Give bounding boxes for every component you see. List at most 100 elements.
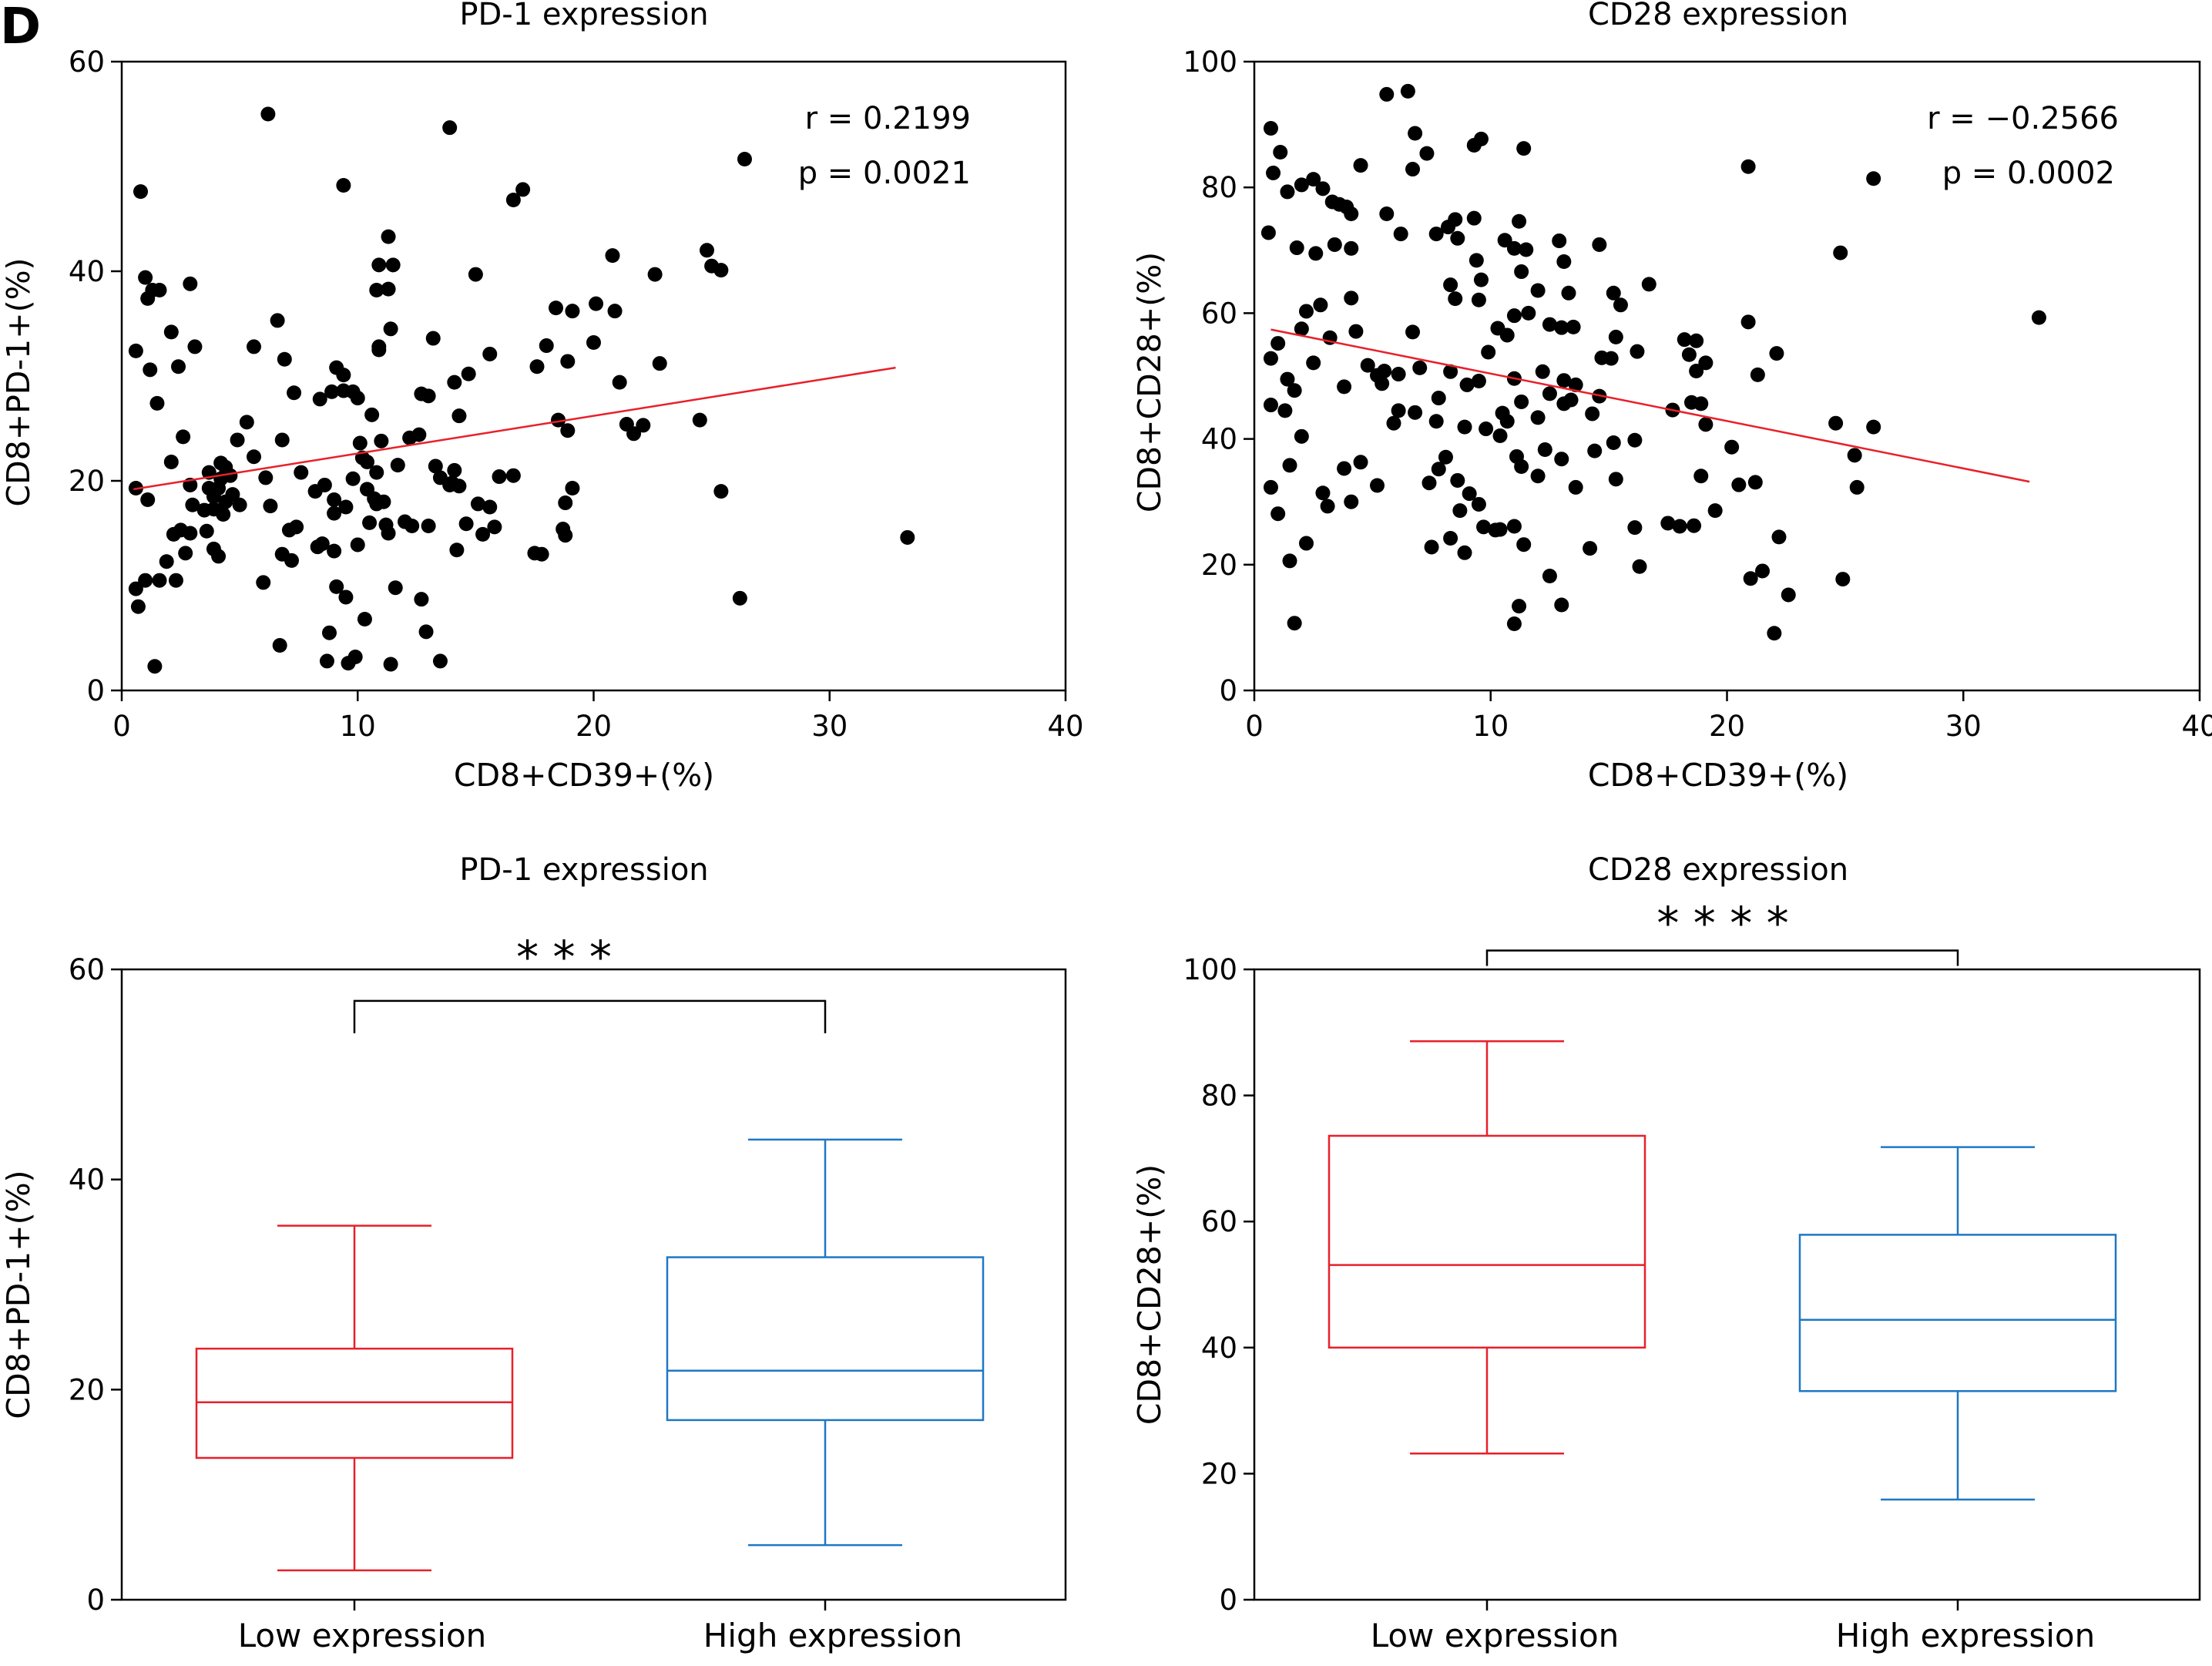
data-point: [258, 470, 274, 485]
y-tick-label: 80: [1201, 1080, 1237, 1113]
data-point: [1608, 329, 1623, 344]
y-tick-label: 60: [69, 45, 105, 79]
data-point: [1348, 324, 1364, 339]
data-point: [425, 331, 441, 346]
data-point: [128, 343, 143, 358]
data-point: [442, 477, 458, 492]
data-point: [327, 506, 342, 521]
data-point: [1743, 571, 1758, 586]
data-point: [1391, 367, 1406, 382]
data-point: [1641, 277, 1656, 292]
data-point: [1441, 220, 1456, 235]
data-point: [1568, 377, 1583, 392]
data-point: [350, 391, 365, 406]
data-point: [183, 526, 198, 541]
y-tick-label: 40: [69, 1164, 105, 1197]
data-point: [1320, 499, 1335, 514]
data-point: [357, 612, 372, 627]
data-point: [475, 526, 491, 542]
data-point: [1566, 319, 1581, 334]
box-high: [666, 1138, 985, 1547]
data-point: [1344, 240, 1359, 256]
cd28-box-panel: CD28 expression CD8+CD28+(%) * * * * 0 20…: [1131, 852, 2201, 1654]
data-point: [1537, 442, 1552, 457]
data-point: [185, 497, 200, 512]
data-point: [713, 263, 729, 278]
iqr-box: [1328, 1134, 1646, 1349]
data-point: [1327, 237, 1342, 252]
data-point: [1514, 459, 1529, 475]
data-point: [260, 106, 276, 122]
data-point: [256, 575, 271, 590]
data-point: [1707, 503, 1723, 519]
data-point: [1344, 291, 1359, 306]
box-high: [1798, 1146, 2117, 1501]
data-point: [1450, 472, 1465, 488]
data-point: [130, 599, 146, 614]
data-point: [218, 494, 233, 509]
iqr-box: [666, 1256, 985, 1422]
data-point: [168, 573, 183, 588]
data-point: [1514, 394, 1529, 409]
data-point: [1289, 240, 1304, 256]
data-point: [1583, 541, 1598, 556]
data-point: [364, 407, 380, 422]
data-point: [206, 489, 221, 504]
data-point: [223, 468, 238, 483]
y-axis-label: CD8+CD28+(%): [1131, 252, 1168, 512]
data-point: [1516, 537, 1532, 553]
data-point: [147, 659, 163, 674]
data-point: [1471, 496, 1486, 512]
data-point: [1698, 417, 1714, 432]
data-point: [149, 395, 165, 411]
data-point: [1530, 283, 1546, 298]
data-point: [1747, 475, 1763, 490]
data-point: [1448, 291, 1463, 307]
data-point: [1431, 391, 1446, 406]
regression-line: [133, 366, 896, 491]
data-point: [322, 625, 337, 640]
data-point: [442, 120, 458, 136]
data-point: [1438, 449, 1453, 465]
data-point: [492, 469, 507, 485]
data-point: [1298, 536, 1314, 551]
data-point: [1681, 347, 1697, 362]
data-point: [900, 529, 915, 545]
data-point: [1613, 297, 1628, 313]
x-tick-label: 20: [1709, 710, 1745, 743]
data-point: [1828, 415, 1844, 431]
data-point: [1587, 443, 1603, 458]
data-point: [1568, 479, 1583, 495]
r-statistic: r = −0.2566: [1927, 101, 2119, 136]
data-point: [1724, 439, 1740, 455]
data-point: [458, 516, 474, 532]
panel-letter: D: [0, 0, 41, 55]
data-point: [383, 657, 398, 672]
data-point: [605, 248, 620, 264]
data-point: [178, 546, 193, 561]
data-point: [327, 543, 342, 559]
y-axis-label: CD8+PD-1+(%): [0, 257, 37, 506]
data-point: [1516, 141, 1532, 156]
data-point: [1450, 230, 1465, 246]
data-point: [1263, 479, 1278, 495]
plot-frame: [1253, 968, 2201, 1601]
data-point: [1360, 358, 1375, 373]
data-point: [338, 499, 354, 515]
data-point: [1512, 599, 1527, 614]
data-point: [1479, 422, 1494, 437]
data-point: [263, 499, 278, 514]
data-point: [183, 276, 198, 291]
data-point: [1308, 246, 1324, 261]
data-point: [1689, 333, 1704, 348]
data-point: [549, 301, 563, 316]
regression-line: [1270, 328, 2030, 483]
y-axis-label: CD8+PD-1+(%): [0, 1170, 37, 1419]
data-point: [1263, 351, 1278, 366]
data-point: [539, 338, 554, 354]
data-point: [230, 432, 245, 448]
data-point: [383, 321, 398, 337]
data-point: [294, 465, 309, 480]
data-point: [529, 359, 545, 375]
significance-stars: * * * *: [1656, 897, 1788, 949]
